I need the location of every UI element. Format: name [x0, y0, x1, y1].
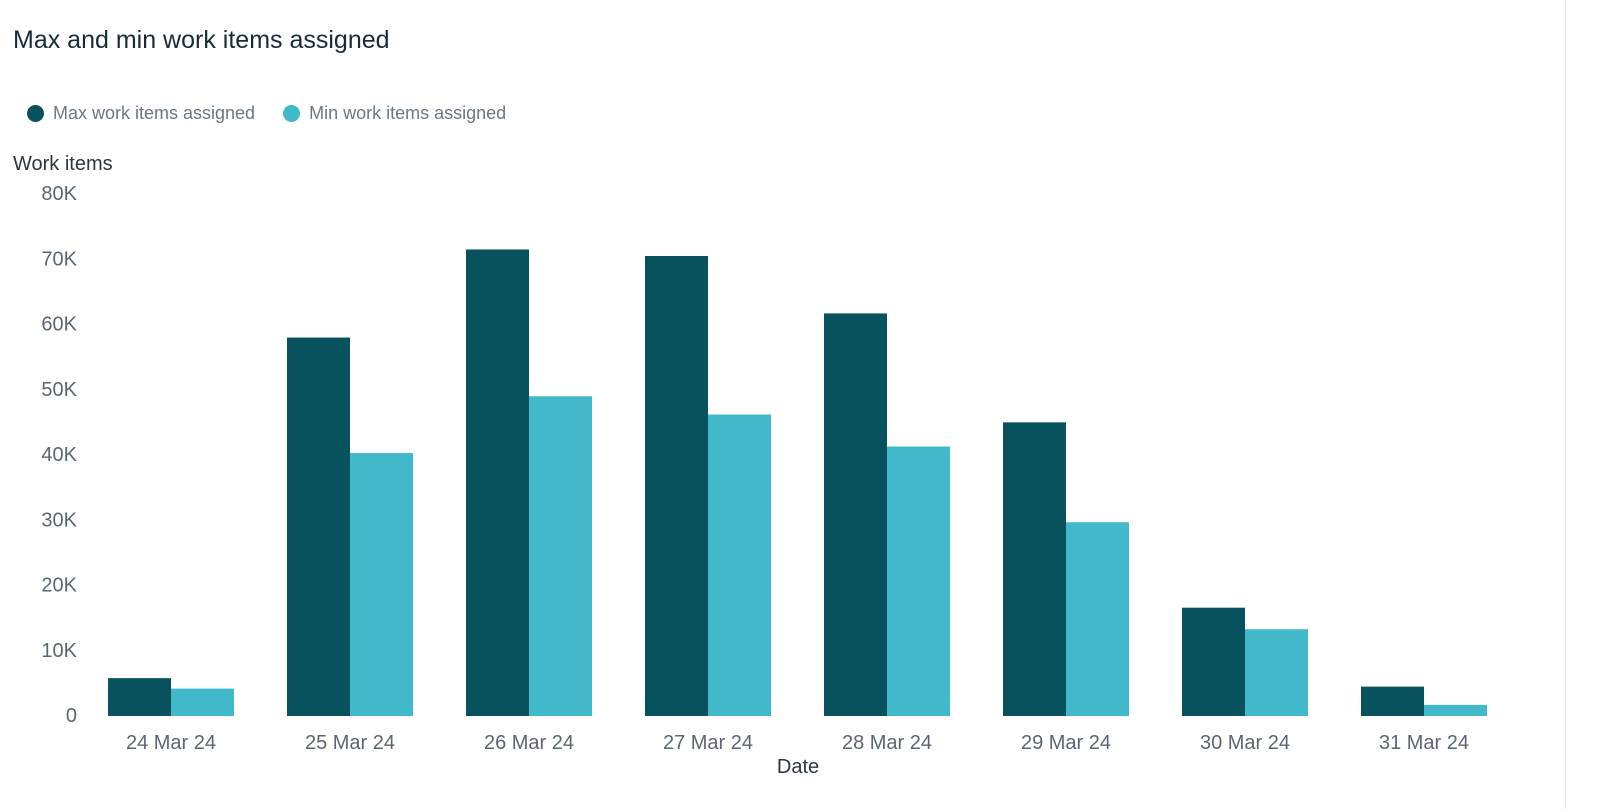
bar-min-2[interactable] [350, 453, 413, 716]
y-tick-label: 40K [41, 444, 77, 466]
chart-legend: Max work items assigned Min work items a… [27, 103, 534, 124]
bar-min-8[interactable] [1424, 704, 1487, 716]
legend-item-min[interactable]: Min work items assigned [283, 103, 506, 124]
bar-max-2[interactable] [287, 337, 350, 716]
x-tick-label: 29 Mar 24 [1021, 732, 1111, 754]
y-tick-label: 70K [41, 248, 77, 270]
y-tick-label: 0 [66, 705, 77, 727]
x-tick-label: 27 Mar 24 [663, 732, 753, 754]
legend-dot-max-icon [27, 105, 44, 122]
x-tick-label: 30 Mar 24 [1200, 732, 1290, 754]
y-axis-title: Work items [13, 153, 113, 175]
bar-max-8[interactable] [1361, 686, 1424, 716]
bar-max-4[interactable] [645, 255, 708, 717]
x-tick-label: 26 Mar 24 [484, 732, 574, 754]
x-tick-label: 25 Mar 24 [305, 732, 395, 754]
x-axis-title: Date [776, 756, 820, 778]
bar-min-4[interactable] [708, 414, 771, 716]
bar-max-7[interactable] [1182, 607, 1245, 716]
y-tick-label: 50K [41, 379, 77, 401]
bar-min-5[interactable] [887, 446, 950, 716]
bar-max-5[interactable] [824, 313, 887, 716]
y-tick-label: 10K [41, 640, 77, 662]
y-tick-label: 60K [41, 314, 77, 336]
legend-label-min: Min work items assigned [309, 103, 507, 123]
bar-max-3[interactable] [466, 249, 529, 716]
bar-max-6[interactable] [1003, 422, 1066, 716]
bars [108, 249, 1487, 717]
y-tick-label: 30K [41, 509, 77, 531]
bar-min-1[interactable] [171, 688, 234, 716]
bar-max-1[interactable] [108, 678, 171, 716]
bar-min-7[interactable] [1245, 629, 1308, 716]
bar-min-3[interactable] [529, 396, 592, 716]
legend-label-max: Max work items assigned [53, 103, 256, 123]
x-tick-label: 31 Mar 24 [1379, 732, 1469, 754]
legend-dot-min-icon [283, 105, 301, 122]
x-axis-ticks: 24 Mar 24 25 Mar 24 26 Mar 24 27 Mar 24 28 M… [126, 732, 1469, 754]
y-tick-label: 20K [41, 575, 77, 597]
y-axis-ticks: 0 10K 20K 30K 40K 50K 60K 70K 80K [41, 183, 77, 727]
y-tick-label: 80K [41, 183, 77, 205]
panel-right-border [1565, 0, 1566, 809]
x-tick-label: 24 Mar 24 [126, 732, 216, 754]
x-tick-label: 28 Mar 24 [842, 732, 932, 754]
chart-title: Max and min work items assigned [13, 26, 390, 54]
legend-item-max[interactable]: Max work items assigned [27, 103, 255, 124]
bar-min-6[interactable] [1066, 522, 1129, 716]
